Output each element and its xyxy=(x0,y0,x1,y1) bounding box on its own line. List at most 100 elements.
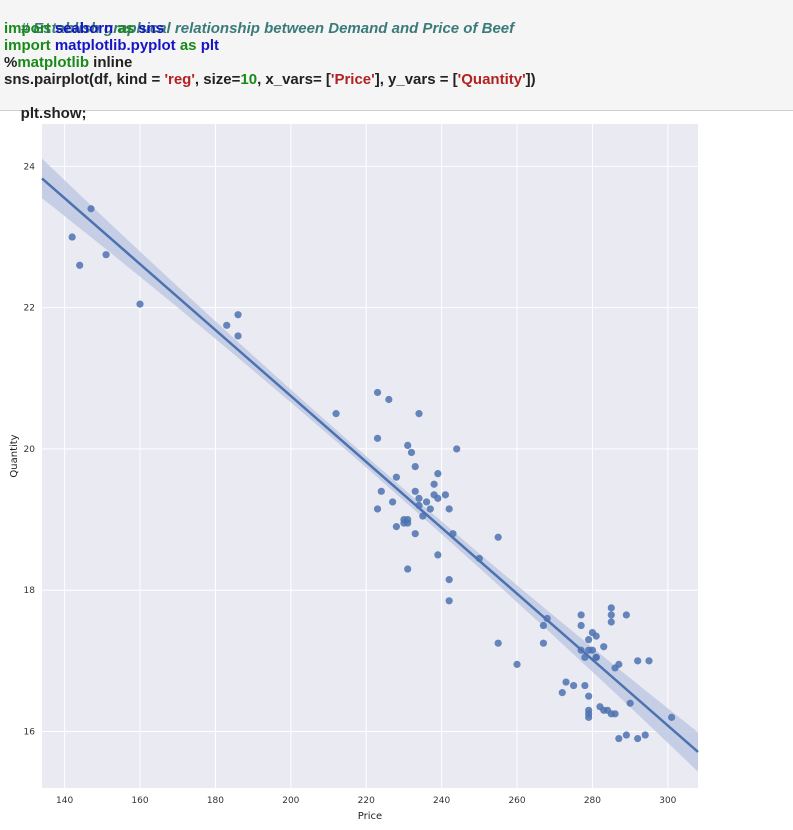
string-literal: 'reg' xyxy=(164,71,195,88)
data-point xyxy=(449,530,457,538)
data-point xyxy=(234,311,242,319)
data-point xyxy=(332,410,340,418)
data-point xyxy=(585,713,593,721)
data-point xyxy=(392,523,400,531)
data-point xyxy=(407,448,416,457)
data-point xyxy=(445,505,453,513)
scatter-points xyxy=(68,205,676,743)
data-point xyxy=(223,321,231,329)
data-point xyxy=(453,445,461,453)
data-point xyxy=(634,657,642,665)
data-point xyxy=(415,410,423,418)
data-point xyxy=(539,639,548,647)
data-point xyxy=(581,653,589,661)
x-tick-label: 240 xyxy=(433,796,450,806)
data-point xyxy=(668,713,676,721)
code-cell[interactable]: # Establish graphical relationship betwe… xyxy=(0,0,793,122)
data-point xyxy=(611,710,619,718)
code-fragment: sns.pairplot(df, kind = xyxy=(4,71,165,88)
code-line-magic: %matplotlib inline xyxy=(4,54,132,71)
module-alias: plt xyxy=(200,37,220,54)
data-point xyxy=(622,611,630,619)
code-line-comment: # Establish graphical relationship betwe… xyxy=(4,3,514,37)
data-point xyxy=(373,505,382,513)
data-point xyxy=(404,441,412,450)
code-line-show: plt.show; xyxy=(4,88,87,122)
data-point xyxy=(377,487,385,495)
x-tick-label: 200 xyxy=(282,796,299,806)
x-tick-label: 180 xyxy=(207,796,224,806)
data-point xyxy=(577,646,585,654)
code-line-import-pyplot: import matplotlib.pyplot as plt xyxy=(4,37,219,54)
data-point xyxy=(543,614,551,623)
data-point xyxy=(392,473,400,481)
data-point xyxy=(102,251,110,259)
data-point xyxy=(494,533,502,541)
grid-lines xyxy=(42,124,698,788)
data-point xyxy=(539,621,548,630)
code-comment: # Establish graphical relationship betwe… xyxy=(20,20,515,37)
data-point xyxy=(441,491,450,499)
data-point xyxy=(415,501,423,510)
data-point xyxy=(426,505,434,513)
string-literal: 'Price' xyxy=(330,71,375,88)
data-point xyxy=(411,530,419,538)
data-point xyxy=(588,646,597,654)
data-point xyxy=(68,233,76,241)
data-point xyxy=(234,332,242,340)
plot-background xyxy=(42,124,698,788)
data-point xyxy=(494,639,502,647)
code-line-pairplot: sns.pairplot(df, kind = 'reg', size=10, … xyxy=(4,71,536,88)
string-literal: 'Quantity' xyxy=(457,71,526,88)
x-tick-label: 300 xyxy=(659,796,676,806)
code-fragment: plt.show; xyxy=(20,105,87,122)
x-tick-label: 280 xyxy=(584,796,601,806)
data-point xyxy=(577,611,585,619)
y-tick-label: 24 xyxy=(24,162,36,172)
data-point xyxy=(641,731,649,739)
data-point xyxy=(422,498,431,506)
data-point xyxy=(634,734,642,743)
data-point xyxy=(622,731,630,739)
data-point xyxy=(404,565,412,573)
data-point xyxy=(415,494,423,502)
x-tick-labels: 140 160 180 200 220 240 260 280 300 xyxy=(56,796,677,806)
data-point xyxy=(577,621,585,630)
y-axis-label: Quantity xyxy=(9,434,20,477)
data-point xyxy=(558,689,566,697)
magic-name: matplotlib xyxy=(17,54,90,71)
data-point xyxy=(445,576,453,584)
data-point xyxy=(615,734,623,743)
regression-line xyxy=(41,177,699,753)
number-literal: 10 xyxy=(240,71,258,88)
data-point xyxy=(404,515,412,524)
y-tick-label: 20 xyxy=(24,445,36,455)
data-point xyxy=(389,498,397,506)
y-tick-label: 22 xyxy=(24,304,35,314)
data-point xyxy=(411,462,419,471)
data-point xyxy=(419,512,427,520)
data-point xyxy=(581,681,589,690)
data-point xyxy=(87,205,95,213)
code-fragment: ]) xyxy=(525,71,536,88)
keyword-as: as xyxy=(179,37,197,54)
data-point xyxy=(592,632,600,640)
keyword-import: import xyxy=(4,20,51,37)
magic-percent: % xyxy=(4,54,18,71)
y-tick-label: 16 xyxy=(24,727,36,737)
data-point xyxy=(645,657,653,665)
y-tick-labels: 16 18 20 22 24 xyxy=(24,162,36,737)
data-point xyxy=(430,480,438,488)
regression-chart: 140 160 180 200 220 240 260 280 300 16 18 20 22 24 P… xyxy=(9,124,699,822)
data-point xyxy=(569,681,578,690)
module-name: matplotlib.pyplot xyxy=(54,37,176,54)
x-tick-label: 160 xyxy=(131,796,148,806)
code-line-import-seaborn: import seaborn as sns xyxy=(4,20,164,37)
data-point xyxy=(373,434,382,442)
data-point xyxy=(385,395,393,404)
data-point xyxy=(626,699,634,707)
data-point xyxy=(76,261,84,269)
y-tick-label: 18 xyxy=(24,586,36,596)
x-axis-label: Price xyxy=(358,811,382,822)
data-point xyxy=(434,494,442,502)
